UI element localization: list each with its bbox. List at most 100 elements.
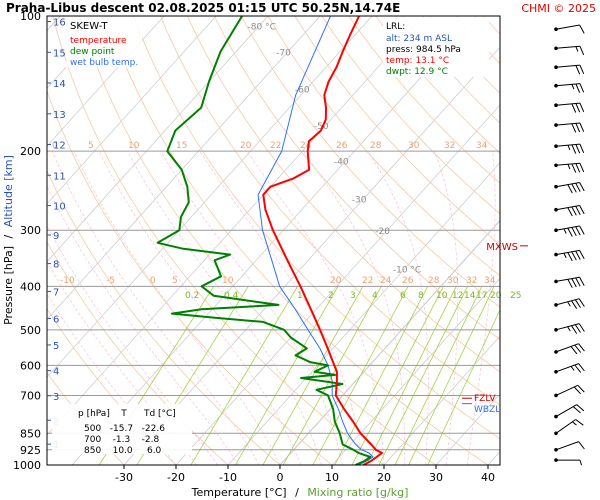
wind-barb bbox=[554, 458, 582, 466]
barb-feather bbox=[571, 251, 577, 261]
altitude-tick-label: 11 bbox=[53, 171, 66, 182]
pressure-tick-label: 100 bbox=[20, 10, 41, 23]
barb-feather bbox=[572, 406, 581, 414]
barb-station bbox=[554, 252, 558, 257]
wind-barb bbox=[554, 404, 585, 419]
wind-barb bbox=[554, 384, 585, 398]
barb-feather bbox=[578, 441, 585, 450]
mixing-ratio-line bbox=[378, 286, 468, 465]
x-tick-label: 0 bbox=[277, 471, 284, 484]
barb-feather bbox=[567, 252, 573, 262]
wind-barb bbox=[554, 182, 585, 194]
mixing-ratio-label: 1 bbox=[297, 291, 303, 301]
barb-feather bbox=[575, 419, 584, 426]
barb-feather bbox=[579, 102, 585, 113]
barb-feather bbox=[570, 346, 578, 355]
mixing-ratio-label: 10 bbox=[436, 291, 448, 301]
barb-staff bbox=[555, 45, 580, 49]
wind-barb bbox=[554, 249, 585, 262]
table-row: 850 10.0 6.0 bbox=[84, 446, 162, 456]
dry-adiabat-label: 34 bbox=[484, 276, 496, 286]
mixing-ratio-line bbox=[262, 286, 364, 465]
barb-feather bbox=[577, 384, 585, 393]
table-header: p [hPa] T Td [°C] bbox=[78, 409, 176, 419]
dry-adiabat-line bbox=[537, 16, 600, 465]
barb-feather bbox=[575, 163, 581, 173]
barb-station bbox=[554, 393, 558, 398]
value-table: p [hPa] T Td [°C] 500 -15.7 -22.6 700 -1… bbox=[52, 404, 192, 456]
barb-station bbox=[554, 303, 558, 307]
barb-station bbox=[554, 414, 558, 419]
barb-feather bbox=[571, 144, 577, 154]
barb-staff bbox=[555, 122, 580, 126]
barb-station bbox=[554, 27, 558, 31]
barb-station bbox=[554, 328, 558, 332]
barb-feather bbox=[575, 250, 581, 260]
mixing-ratio-line bbox=[427, 308, 500, 465]
x-tick-label: 30 bbox=[429, 471, 443, 484]
barb-half-feather bbox=[567, 326, 571, 332]
barb-feather bbox=[579, 64, 585, 75]
wind-barb bbox=[554, 162, 585, 173]
dry-adiabat-label: 10 bbox=[222, 276, 234, 286]
dry-adiabat-line bbox=[267, 16, 500, 277]
dry-adiabat-label: 26 bbox=[402, 276, 414, 286]
barb-feather bbox=[575, 226, 581, 236]
wind-barb bbox=[554, 323, 585, 334]
wind-barbs bbox=[554, 24, 585, 466]
dry-adiabat-line bbox=[294, 16, 500, 246]
barb-station bbox=[554, 207, 558, 212]
mixing-ratio-line bbox=[190, 286, 298, 465]
mixing-ratio-label: 6 bbox=[400, 291, 406, 301]
legend: SKEW-T temperature dew point wet bulb te… bbox=[66, 17, 142, 68]
barb-staff bbox=[555, 225, 580, 231]
dry-adiabat-line bbox=[402, 16, 500, 124]
dry-adiabat-label: 32 bbox=[444, 141, 455, 151]
barb-half-feather bbox=[567, 145, 571, 151]
barb-feather bbox=[575, 123, 581, 133]
altitude-tick-label: 7 bbox=[53, 287, 59, 298]
mixing-ratio-line bbox=[366, 286, 457, 465]
wind-barb bbox=[554, 419, 584, 436]
moist-adiabat-line bbox=[98, 151, 302, 465]
isotherm-label: -70 bbox=[276, 49, 291, 59]
dry-adiabat-label: 15 bbox=[176, 141, 187, 151]
wind-barb bbox=[554, 122, 585, 133]
pressure-tick-label: 500 bbox=[20, 324, 41, 337]
barb-station bbox=[554, 228, 558, 232]
mixing-ratio-label: 2 bbox=[328, 291, 334, 301]
barb-station bbox=[554, 123, 558, 127]
barb-feather bbox=[579, 83, 585, 93]
x-tick-label: 10 bbox=[325, 471, 339, 484]
barb-feather bbox=[571, 278, 577, 288]
pressure-tick-label: 600 bbox=[20, 359, 41, 372]
barb-staff bbox=[555, 102, 580, 106]
barb-feather bbox=[571, 183, 577, 193]
barb-feather bbox=[578, 298, 585, 307]
moist-adiabat-line bbox=[73, 151, 281, 465]
barb-feather bbox=[575, 144, 581, 154]
moist-adiabat-line bbox=[434, 151, 459, 465]
dry-adiabat-label: 0 bbox=[150, 276, 156, 286]
wind-barb bbox=[554, 441, 585, 452]
barb-feather bbox=[567, 227, 573, 237]
dry-adiabat-label: 22 bbox=[362, 276, 373, 286]
barb-feather bbox=[579, 122, 585, 132]
barb-staff bbox=[555, 83, 580, 87]
mixing-ratio-line bbox=[408, 286, 495, 465]
isotherm-line bbox=[227, 162, 500, 465]
altitude-tick-label: 4 bbox=[53, 367, 59, 378]
pressure-tick-label: 200 bbox=[20, 145, 41, 158]
dry-adiabat-label: 26 bbox=[336, 141, 348, 151]
barb-feather bbox=[578, 323, 585, 332]
wind-barb bbox=[554, 298, 585, 309]
wind-barb bbox=[554, 102, 585, 113]
isotherm-label: -60 bbox=[295, 85, 310, 95]
barb-staff bbox=[555, 276, 580, 282]
dry-adiabat-line bbox=[213, 16, 500, 340]
dry-adiabat-label: 20 bbox=[240, 141, 252, 151]
plot-frame bbox=[46, 15, 501, 466]
altitude-tick-label: 12 bbox=[53, 141, 66, 152]
series-dewpoint-line bbox=[156, 16, 372, 465]
barb-feather bbox=[575, 205, 581, 215]
